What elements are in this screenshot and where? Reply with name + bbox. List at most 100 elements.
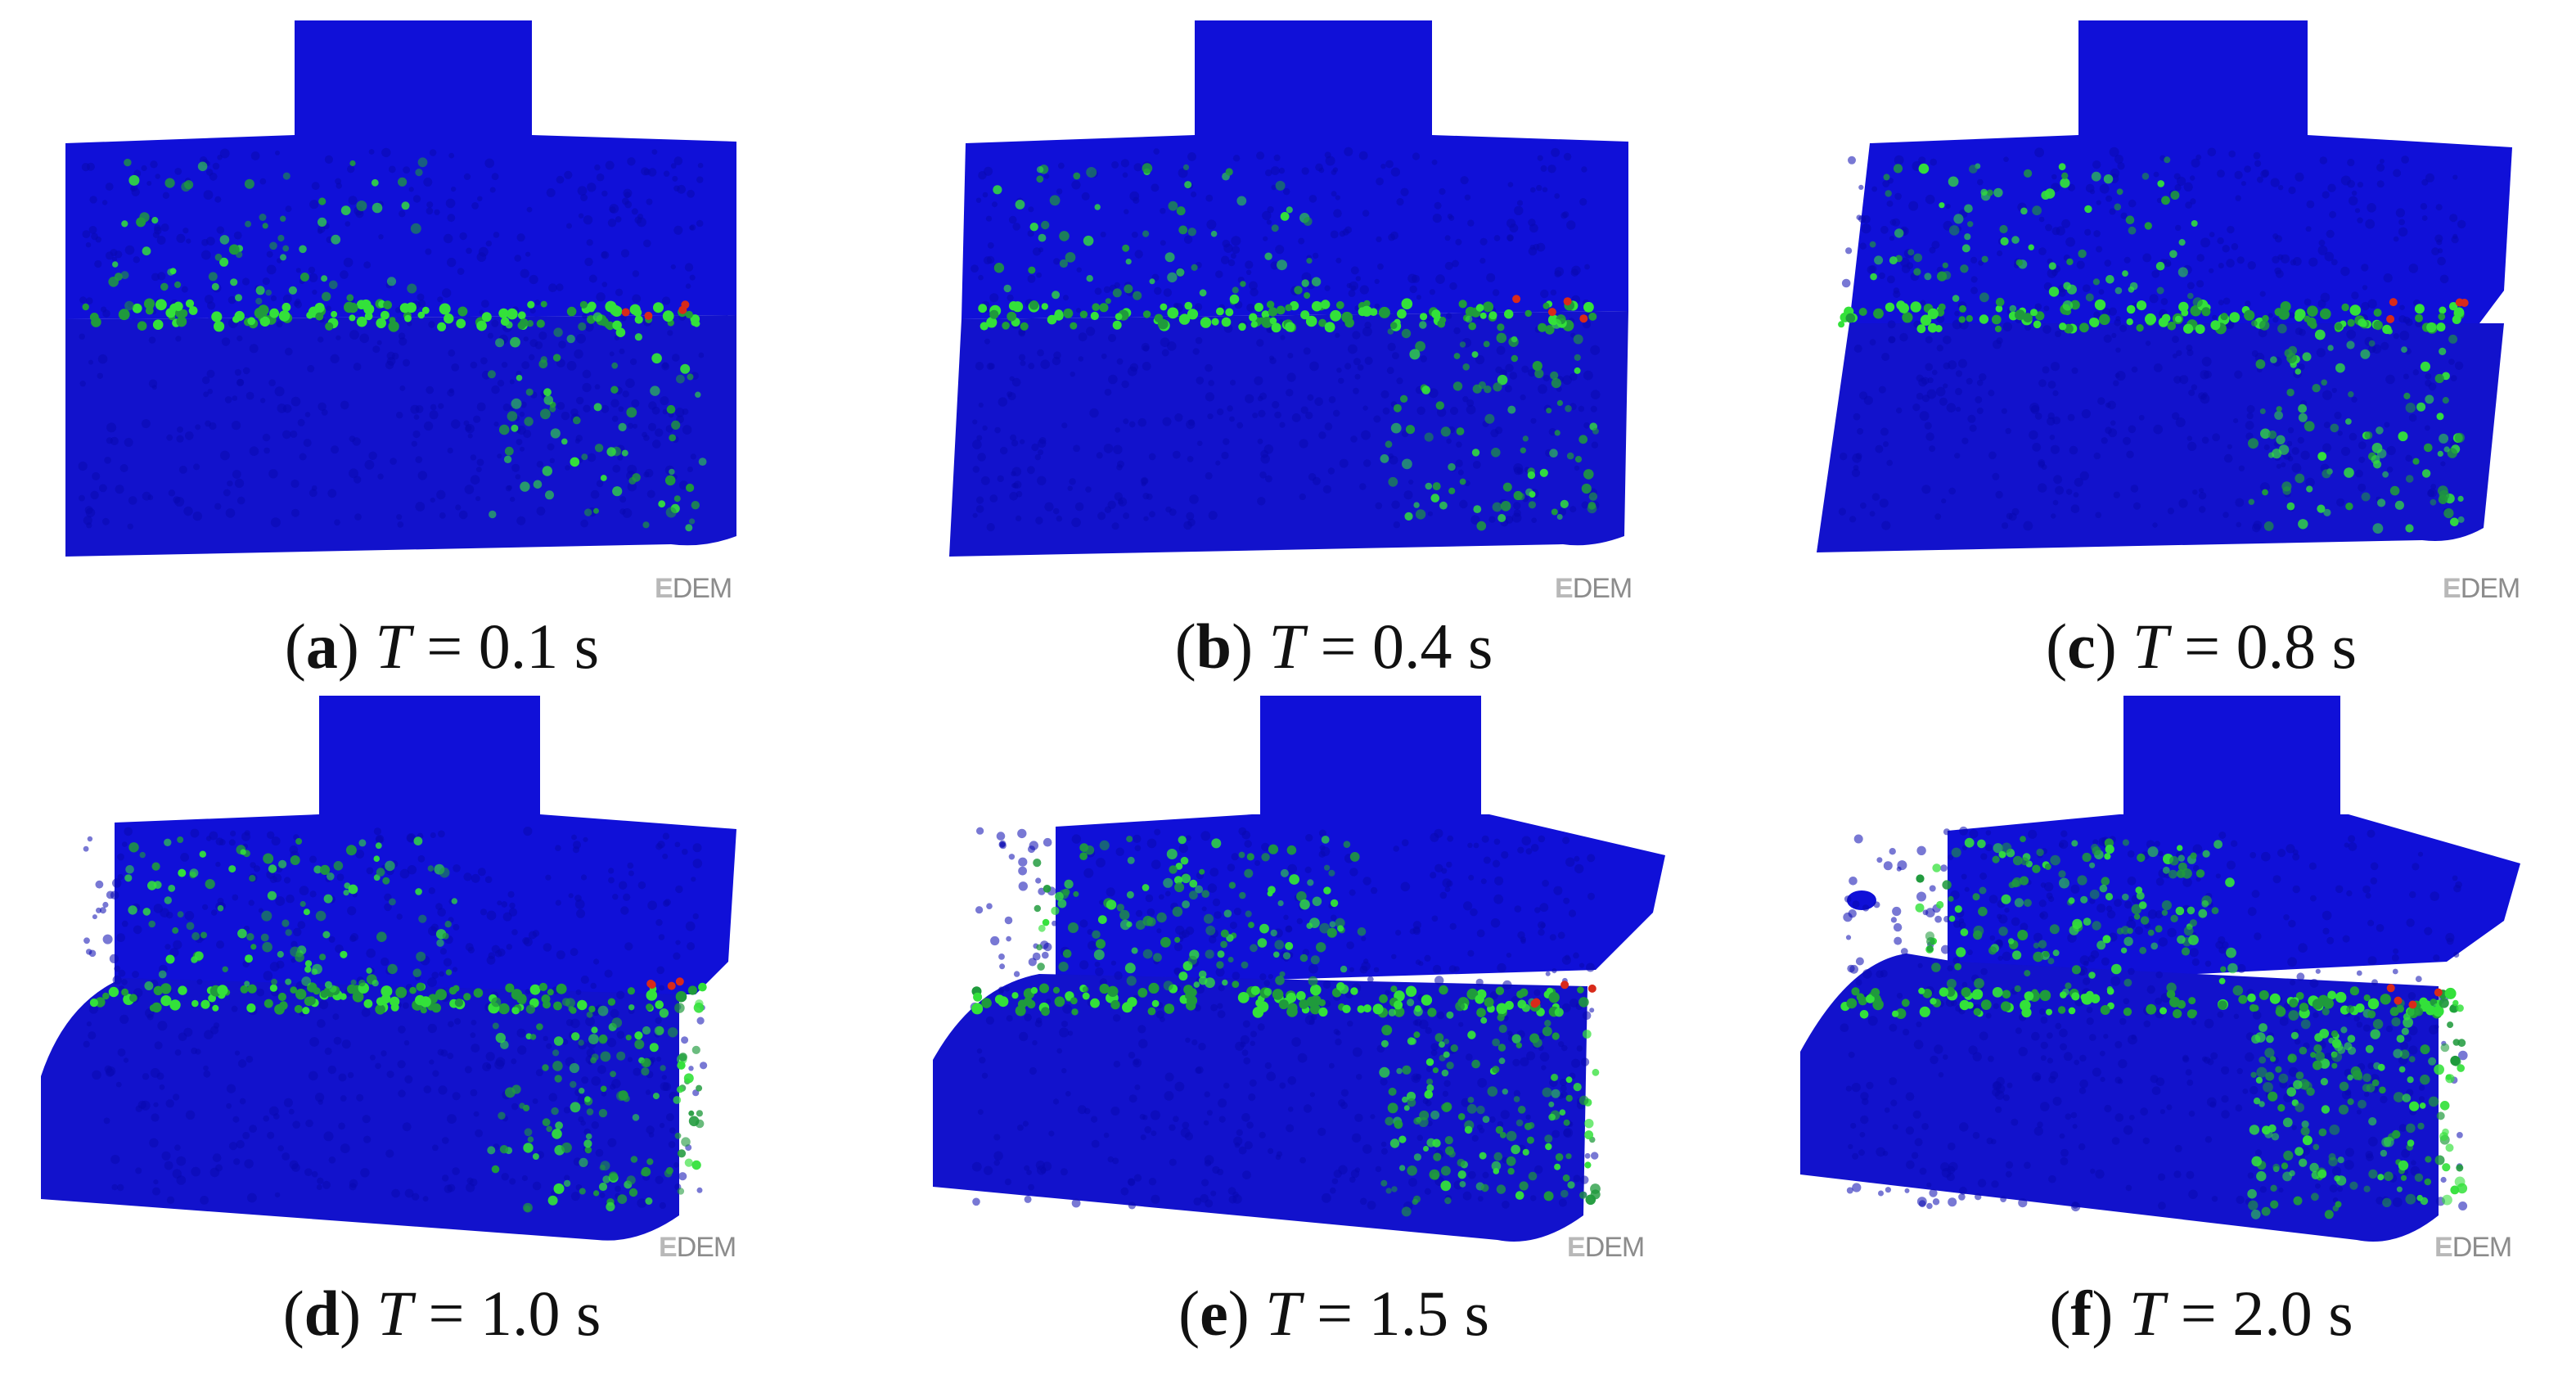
particle xyxy=(996,832,1006,841)
particle xyxy=(1991,314,2002,325)
particle xyxy=(2345,1147,2354,1157)
particle xyxy=(1222,979,1228,986)
particle xyxy=(432,1070,439,1077)
particle xyxy=(1976,408,1984,414)
particle xyxy=(354,513,362,521)
particle xyxy=(157,272,166,281)
particle xyxy=(1578,435,1588,444)
particle xyxy=(987,242,994,249)
particle xyxy=(1551,1032,1560,1040)
particle xyxy=(576,396,584,405)
particle xyxy=(1065,1091,1071,1097)
particle xyxy=(981,998,992,1008)
particle xyxy=(1200,317,1212,328)
particle xyxy=(2450,517,2459,527)
particle xyxy=(2011,1118,2019,1126)
particle xyxy=(151,217,159,224)
particle xyxy=(1565,1153,1572,1160)
particle xyxy=(1434,976,1444,985)
particle xyxy=(232,395,238,401)
particle xyxy=(347,165,355,174)
particle xyxy=(226,1084,236,1093)
particle xyxy=(1954,962,1961,971)
particle xyxy=(325,322,334,331)
particle xyxy=(2419,997,2428,1006)
particle xyxy=(1956,947,1966,958)
particle xyxy=(1266,300,1275,309)
particle xyxy=(1848,1051,1855,1058)
particle xyxy=(1396,198,1404,206)
particle xyxy=(2011,236,2020,244)
particle xyxy=(158,970,167,979)
particle xyxy=(1894,192,1902,201)
particle xyxy=(2210,320,2221,331)
particle xyxy=(453,864,461,872)
particle xyxy=(570,1192,580,1201)
particle xyxy=(1455,1001,1465,1012)
particle xyxy=(598,1034,608,1044)
particle xyxy=(998,953,1005,960)
particle xyxy=(299,453,307,461)
particle xyxy=(442,1137,449,1144)
particle xyxy=(1913,268,1921,276)
particle xyxy=(1250,944,1258,953)
particle xyxy=(1889,256,1898,265)
particle xyxy=(1573,334,1583,345)
particle xyxy=(2254,160,2262,167)
particle xyxy=(388,165,396,174)
particle xyxy=(169,999,181,1011)
particle xyxy=(2279,1017,2289,1026)
particle xyxy=(2039,913,2045,918)
particle xyxy=(369,1054,376,1061)
particle xyxy=(1079,919,1088,928)
particle xyxy=(1008,854,1016,860)
particle xyxy=(2296,972,2305,981)
particle xyxy=(2364,1092,2370,1098)
particle xyxy=(601,1091,607,1097)
particle xyxy=(417,293,425,301)
particle xyxy=(597,1005,609,1017)
particle xyxy=(2049,435,2056,440)
particle xyxy=(1413,1007,1423,1017)
particle xyxy=(554,1075,562,1083)
particle xyxy=(2203,1057,2211,1064)
particle xyxy=(1279,971,1286,977)
particle xyxy=(1520,447,1526,453)
particle xyxy=(994,426,1001,434)
particle xyxy=(566,223,572,229)
particle xyxy=(1542,187,1548,192)
particle xyxy=(1533,989,1541,996)
particle xyxy=(213,1022,220,1029)
particle xyxy=(323,894,333,904)
particle xyxy=(1286,1124,1295,1133)
particle xyxy=(250,151,260,160)
particle xyxy=(1975,396,1983,403)
particle xyxy=(1063,295,1069,301)
particle xyxy=(418,914,427,923)
particle xyxy=(282,245,290,252)
particle xyxy=(1903,1029,1910,1036)
particle xyxy=(1551,1129,1560,1138)
particle xyxy=(1452,381,1463,391)
particle xyxy=(1100,232,1106,237)
particle xyxy=(1344,147,1353,156)
particle xyxy=(1187,955,1197,965)
particle xyxy=(382,877,390,885)
particle xyxy=(1924,273,1932,281)
particle xyxy=(2060,1148,2069,1157)
particle xyxy=(2454,432,2465,443)
particle xyxy=(615,216,622,223)
particle xyxy=(1114,492,1123,501)
particle xyxy=(2040,1055,2047,1062)
particle xyxy=(1859,1131,1866,1138)
particle xyxy=(1500,501,1511,512)
particle xyxy=(1134,845,1142,852)
particle xyxy=(1387,328,1394,335)
particle xyxy=(1539,903,1549,913)
particle xyxy=(1558,507,1567,516)
particle xyxy=(673,156,683,165)
particle xyxy=(364,460,375,470)
particle xyxy=(1935,386,1946,397)
particle xyxy=(565,465,570,471)
particle xyxy=(1961,845,1967,850)
